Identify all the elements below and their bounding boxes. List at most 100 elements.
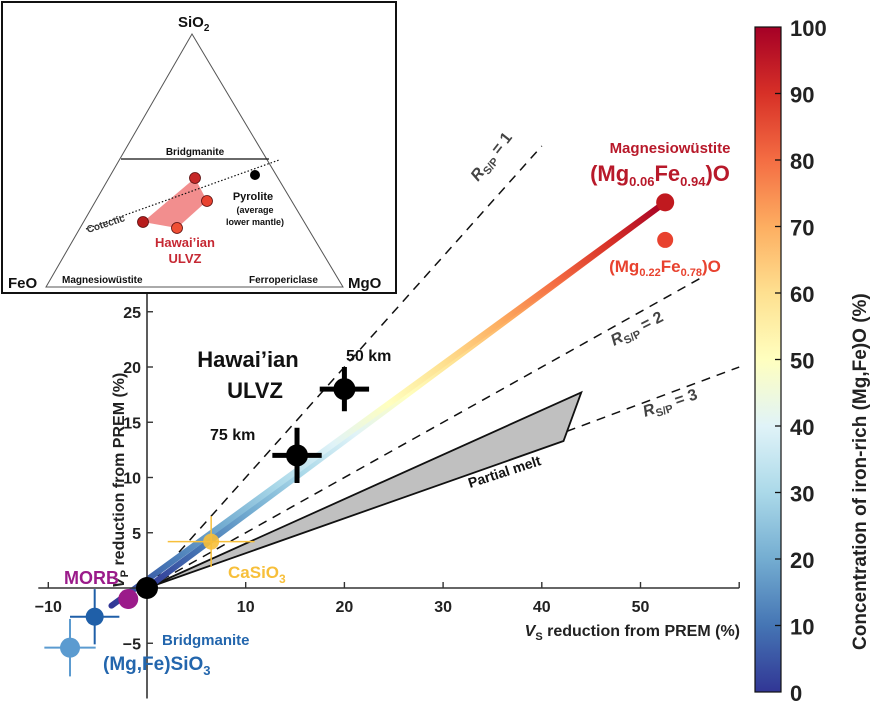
colorbar: 0 10 20 30 40 50 60 70 80 90 100 Concentration of … (754, 16, 871, 705)
x-tick-label: 10 (237, 599, 255, 616)
colorbar-ticks: 0 10 20 30 40 50 60 70 80 90 100 (775, 16, 827, 705)
point-morb (118, 589, 139, 610)
partial-melt-region (146, 390, 583, 589)
pyrolite-point (250, 170, 260, 180)
point-hawaiian-75km (272, 427, 322, 484)
x-tick-label: 20 (336, 599, 354, 616)
casio3-label: CaSiO3 (228, 563, 286, 586)
colorbar-label: Concentration of iron-rich (Mg,Fe)O (%) (850, 293, 871, 650)
point-bridgmanite-dark (70, 589, 120, 645)
bridgmanite-formula-sub: 3 (203, 663, 210, 678)
casio3-label-main: CaSiO (228, 563, 279, 582)
hawaiian-ulvz-title: Hawai’ian (197, 347, 298, 372)
data-points (44, 193, 675, 677)
ulvz-point-2 (201, 195, 213, 207)
mw006-label-d: 0.94 (680, 174, 706, 189)
y-tick-label: 5 (132, 526, 141, 543)
ratio-label-3: RS/P = 3 (641, 386, 701, 423)
marker (85, 607, 104, 626)
label-50km: 50 km (346, 348, 391, 365)
mw022-label-c: Fe (661, 257, 681, 276)
colorbar-tick-label: 60 (790, 282, 814, 307)
point-bridgmanite-light (44, 618, 96, 677)
mw006-label-a: (Mg (590, 161, 629, 186)
apex-sio2-sub: 2 (204, 23, 210, 34)
mw006-label: (Mg0.06Fe0.94)O (590, 161, 730, 189)
apex-sio2-main: SiO (178, 14, 204, 31)
hawaiian-ulvz-subtitle: ULVZ (227, 378, 283, 403)
y-tick-label: −5 (123, 636, 141, 653)
mw006-label-b: 0.06 (629, 174, 654, 189)
point-mw-022 (657, 231, 674, 248)
marker (657, 231, 674, 248)
colorbar-tick-label: 50 (790, 349, 814, 374)
morb-label: MORB (64, 568, 119, 588)
ratio-label-3-sub: S/P (654, 403, 675, 420)
y-tick-label: 10 (123, 471, 141, 488)
mw022-label: (Mg0.22Fe0.78)O (609, 257, 721, 279)
ratio-label-3-rest: = 3 (668, 386, 699, 411)
bridgmanite-label: Bridgmanite (162, 632, 250, 649)
y-axis-label-rest: reduction from PREM (%) (111, 373, 128, 570)
mw006-label-e: )O (705, 161, 729, 186)
x-axis-label-main: V (525, 623, 537, 640)
y-axis-label: VP reduction from PREM (%) (111, 373, 131, 588)
marker (333, 378, 356, 401)
apex-sio2: SiO2 (178, 14, 210, 34)
mw006-label-c: Fe (654, 161, 680, 186)
ternary-triangle (45, 33, 344, 288)
y-axis-label-main: V (111, 576, 128, 588)
casio3-label-sub: 3 (279, 572, 286, 586)
field-bridgmanite: Bridgmanite (166, 147, 225, 158)
x-axis-label: VS reduction from PREM (%) (525, 623, 740, 643)
point-casio3 (167, 516, 255, 568)
y-tick-label: 25 (123, 305, 141, 322)
marker (60, 637, 81, 658)
mw022-label-b: 0.22 (639, 267, 660, 279)
colorbar-tick-label: 20 (790, 548, 814, 573)
y-axis-label-sub: P (119, 570, 131, 577)
ratio-label-1: RS/P = 1 (468, 129, 519, 186)
marker (203, 533, 220, 550)
x-axis-label-sub: S (535, 631, 542, 643)
mw022-label-a: (Mg (609, 257, 639, 276)
pyrolite-label: Pyrolite (233, 191, 273, 203)
ulvz-point-4 (171, 222, 183, 234)
point-mw-006 (656, 193, 675, 212)
x-tick-label: −10 (35, 599, 62, 616)
mixing-line-mix-lower (108, 199, 669, 609)
colorbar-tick-label: 30 (790, 482, 814, 507)
y-tick-label: 15 (123, 415, 141, 432)
field-ferropericlase: Ferropericlase (249, 275, 318, 286)
inset-ulvz-label-1: Hawai’ian (155, 235, 215, 250)
mw022-label-d: 0.78 (681, 267, 702, 279)
colorbar-tick-label: 0 (790, 681, 802, 705)
colorbar-tick-label: 70 (790, 216, 814, 241)
pyrolite-note-1: (average (236, 205, 273, 215)
x-tick-label: 50 (632, 599, 650, 616)
marker (286, 444, 309, 467)
point-hawaiian-50km (319, 367, 370, 412)
x-tick-label: 30 (434, 599, 452, 616)
partial-melt-polygon (146, 390, 583, 589)
apex-mgo: MgO (348, 275, 382, 292)
ulvz-field (143, 178, 207, 228)
marker (136, 577, 158, 599)
pyrolite-note-2: lower mantle) (226, 217, 284, 227)
inset-frame (1, 1, 397, 294)
colorbar-tick-label: 100 (790, 16, 827, 41)
point-origin (136, 577, 158, 599)
label-75km: 75 km (210, 427, 255, 444)
bridgmanite-formula-main: (Mg,Fe)SiO (103, 654, 203, 675)
bridgmanite-formula: (Mg,Fe)SiO3 (103, 654, 211, 678)
mixing-lines (108, 199, 669, 609)
magnesiowustite-label: Magnesiowüstite (610, 140, 731, 157)
colorbar-tick-label: 40 (790, 415, 814, 440)
ratio-label-2: RS/P = 2 (608, 309, 667, 352)
apex-feo: FeO (8, 275, 38, 292)
cotectic-line (85, 159, 280, 230)
colorbar-tick-label: 10 (790, 615, 814, 640)
x-axis-label-rest: reduction from PREM (%) (543, 623, 740, 640)
colorbar-tick-label: 90 (790, 83, 814, 108)
